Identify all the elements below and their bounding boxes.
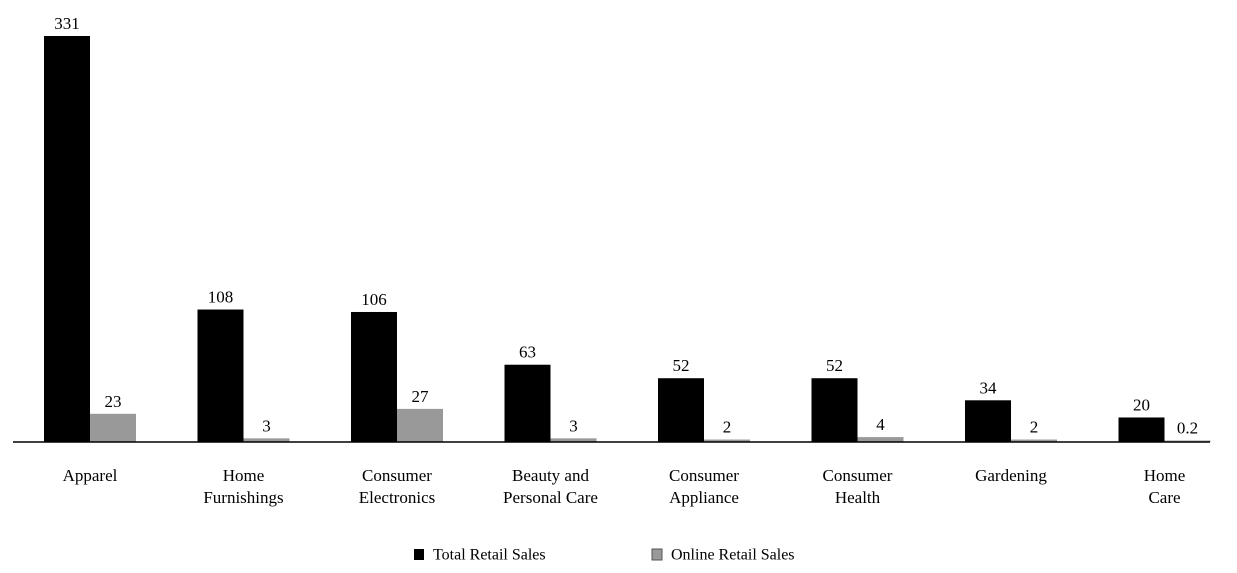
bar-online-retail-sales-consumer-appliance	[704, 439, 750, 442]
bar-total-retail-sales-consumer-electronics	[351, 311, 397, 442]
data-label-online-retail-sales-consumer-health: 4	[876, 415, 885, 434]
category-label-home-care-line-2: Care	[1148, 488, 1180, 507]
bar-online-retail-sales-consumer-health	[857, 437, 904, 442]
bar-total-retail-sales-apparel	[44, 36, 90, 442]
bar-online-retail-sales-consumer-electronics	[397, 408, 443, 442]
data-label-online-retail-sales-home-furnishings: 3	[262, 416, 271, 435]
legend: Total Retail Sales Online Retail Sales	[414, 547, 795, 564]
bar-total-retail-sales-home-furnishings	[197, 309, 244, 442]
legend-swatch-total-retail-sales	[414, 549, 424, 560]
bar-total-retail-sales-beauty-and-personal-care	[504, 364, 551, 442]
bar-online-retail-sales-gardening	[1011, 439, 1057, 442]
data-label-total-retail-sales-beauty-and-personal-care: 63	[519, 343, 536, 362]
bar-total-retail-sales-consumer-appliance	[658, 378, 704, 442]
category-label-home-furnishings-line-1: Home	[223, 466, 265, 485]
data-label-online-retail-sales-gardening: 2	[1030, 418, 1039, 437]
category-label-beauty-and-personal-care-line-1: Beauty and	[512, 466, 589, 485]
data-label-total-retail-sales-home-care: 20	[1133, 395, 1150, 414]
data-labels-group: 331 23 108 3 106 27 63 3 52 2 52 4 34 2 20 0.2	[54, 14, 1198, 438]
bar-online-retail-sales-home-furnishings	[243, 438, 290, 442]
bars-group	[44, 36, 1211, 442]
category-label-apparel: Apparel	[63, 466, 118, 485]
category-label-home-furnishings-line-2: Furnishings	[203, 488, 283, 507]
data-label-total-retail-sales-consumer-electronics: 106	[361, 290, 387, 309]
data-label-online-retail-sales-beauty-and-personal-care: 3	[569, 416, 578, 435]
legend-swatch-online-retail-sales	[651, 548, 663, 561]
data-label-total-retail-sales-apparel: 331	[54, 14, 80, 33]
category-label-gardening: Gardening	[975, 466, 1047, 485]
data-label-online-retail-sales-apparel: 23	[105, 392, 122, 411]
category-label-beauty-and-personal-care-line-2: Personal Care	[503, 488, 598, 507]
category-labels-group: Apparel Home Furnishings Consumer Electronic…	[63, 466, 1186, 507]
bar-total-retail-sales-home-care	[1118, 417, 1165, 442]
data-label-total-retail-sales-gardening: 34	[980, 378, 998, 397]
data-label-total-retail-sales-consumer-appliance: 52	[673, 356, 690, 375]
bar-total-retail-sales-gardening	[965, 400, 1011, 442]
data-label-online-retail-sales-consumer-appliance: 2	[723, 418, 732, 437]
data-label-online-retail-sales-consumer-electronics: 27	[412, 387, 430, 406]
category-label-home-care-line-1: Home	[1144, 466, 1186, 485]
legend-label-online-retail-sales: Online Retail Sales	[671, 547, 795, 564]
legend-label-total-retail-sales: Total Retail Sales	[433, 547, 546, 564]
data-label-total-retail-sales-home-furnishings: 108	[208, 288, 234, 307]
data-label-total-retail-sales-consumer-health: 52	[826, 356, 843, 375]
category-label-consumer-appliance-line-1: Consumer	[669, 466, 739, 485]
bar-online-retail-sales-beauty-and-personal-care	[550, 438, 597, 442]
bar-online-retail-sales-apparel	[90, 413, 136, 442]
category-label-consumer-health-line-2: Health	[835, 488, 881, 507]
category-label-consumer-health-line-1: Consumer	[823, 466, 893, 485]
category-label-consumer-electronics-line-2: Electronics	[359, 488, 435, 507]
data-label-online-retail-sales-home-care: 0.2	[1177, 419, 1198, 438]
category-label-consumer-appliance-line-2: Appliance	[669, 488, 739, 507]
category-label-consumer-electronics-line-1: Consumer	[362, 466, 432, 485]
bar-total-retail-sales-consumer-health	[811, 378, 858, 442]
